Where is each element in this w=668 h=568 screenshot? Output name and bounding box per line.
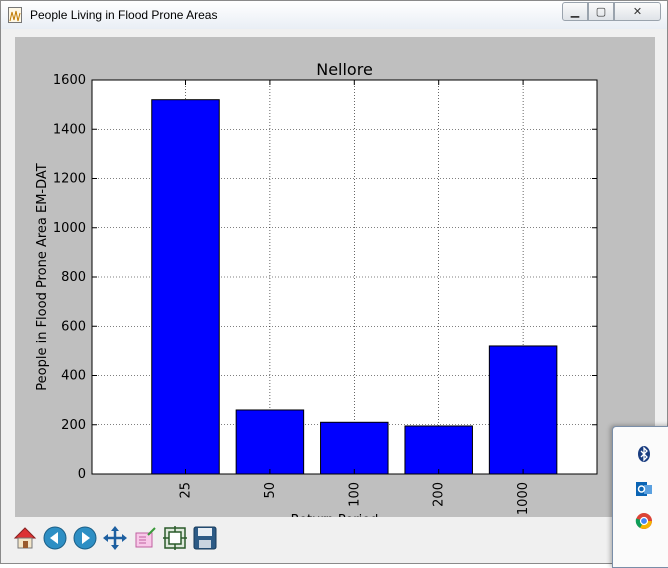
y-tick-label: 200: [61, 418, 86, 433]
zoom-button[interactable]: [131, 523, 159, 553]
pan-button[interactable]: [101, 523, 129, 553]
y-tick-label: 1200: [53, 172, 86, 187]
chart-figure[interactable]: 0 200 400 600 800 1000 1200 1400 1600 25 50 100 200 1…: [15, 37, 655, 517]
close-button[interactable]: ✕: [614, 2, 661, 21]
y-axis-label: People in Flood Prone Area EM-DAT: [35, 163, 50, 391]
zoom-rect-icon: [135, 527, 156, 548]
forward-button[interactable]: [71, 523, 99, 553]
notification-tray-popup: [612, 426, 668, 568]
chart-title: Nellore: [316, 60, 373, 79]
x-tick-label: 1000: [516, 482, 531, 515]
bar: [151, 99, 220, 475]
tray-item-bluetooth[interactable]: [635, 445, 653, 463]
x-tick-label: 25: [179, 482, 194, 499]
forward-icon: [73, 526, 97, 550]
plot-frame: [91, 79, 598, 475]
y-tick-label: 0: [78, 467, 86, 482]
maximize-icon: ▢: [595, 5, 607, 18]
title-bar[interactable]: People Living in Flood Prone Areas ▁ ▢ ✕: [1, 1, 667, 29]
bar: [235, 409, 305, 475]
back-button[interactable]: [41, 523, 69, 553]
home-button[interactable]: [11, 523, 39, 553]
y-tick-label: 1400: [53, 122, 86, 137]
x-axis-label: Return Period: [291, 513, 379, 517]
tray-item-chrome[interactable]: [635, 512, 653, 530]
bluetooth-icon: [638, 446, 650, 462]
y-tick-label: 1000: [53, 221, 86, 236]
x-tick-label: 100: [347, 482, 362, 507]
y-tick-label: 800: [61, 270, 86, 285]
bar: [404, 425, 473, 475]
save-icon: [193, 526, 217, 550]
bar: [488, 345, 558, 475]
outlook-icon: [636, 482, 652, 496]
app-icon: [8, 7, 22, 23]
y-tick-label: 400: [61, 369, 86, 384]
subplots-icon: [163, 526, 187, 550]
save-button[interactable]: [191, 523, 219, 553]
x-tick-label: 50: [263, 482, 278, 499]
minimize-icon: ▁: [570, 5, 580, 18]
y-tick-label: 1600: [53, 73, 86, 88]
tray-item-outlook[interactable]: [635, 480, 653, 498]
subplots-button[interactable]: [161, 523, 189, 553]
bar-chart: 0 200 400 600 800 1000 1200 1400 1600 25 50 100 200 1…: [35, 60, 598, 517]
pan-icon: [103, 526, 127, 550]
chrome-icon: [635, 513, 652, 529]
window-title: People Living in Flood Prone Areas: [30, 8, 218, 22]
back-icon: [43, 526, 67, 550]
minimize-button[interactable]: ▁: [562, 2, 588, 21]
x-tick-label: 200: [432, 482, 447, 507]
y-tick-label: 600: [61, 319, 86, 334]
bar: [320, 421, 389, 475]
close-icon: ✕: [632, 5, 643, 18]
maximize-button[interactable]: ▢: [588, 2, 614, 21]
home-icon: [13, 527, 37, 549]
